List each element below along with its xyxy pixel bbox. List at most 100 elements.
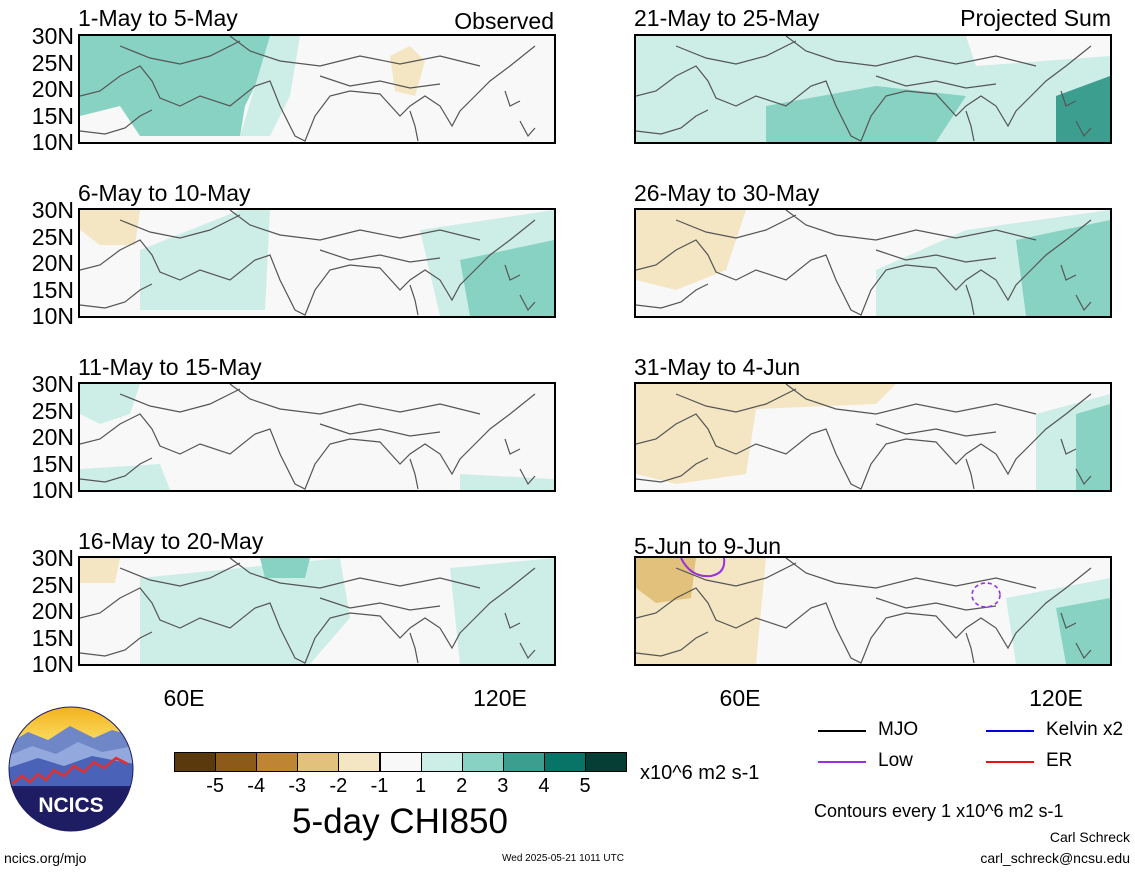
coastline (636, 384, 1092, 490)
logo-text: NCICS (38, 794, 103, 817)
colorbar-swatch (215, 752, 258, 772)
lat-label: 15N (31, 102, 74, 129)
colorbar-tick: -2 (329, 775, 348, 797)
footer-author: Carl Schreck (1049, 829, 1130, 845)
colorbar-tick: 5 (579, 775, 591, 797)
coastline (636, 558, 1092, 664)
colorbar-tick: 2 (456, 775, 468, 797)
contours-note: Contours every 1 x10^6 m2 s-1 (814, 801, 1064, 821)
lat-label: 10N (31, 651, 74, 677)
panel-title: 1-May to 5-May (78, 5, 238, 31)
colorbar-swatch (502, 752, 545, 772)
map-panel (634, 208, 1112, 318)
lat-label: 25N (31, 571, 74, 598)
coastline (80, 558, 536, 664)
observed-label: Observed (454, 8, 554, 34)
colorbar-swatch (256, 752, 299, 772)
lon-label: 60E (719, 685, 761, 711)
lat-label: 30N (31, 23, 74, 49)
map-panel (634, 556, 1112, 666)
panel-title: 11-May to 15-May (78, 354, 262, 380)
map-panel (78, 556, 556, 666)
colorbar-swatch (420, 752, 463, 772)
colorbar-units: x10^6 m2 s-1 (640, 762, 760, 784)
lat-label: 15N (31, 276, 74, 303)
lat-label: 30N (31, 545, 74, 571)
anomaly-region (1056, 76, 1110, 142)
lat-label: 15N (31, 450, 74, 477)
colorbar-swatch (461, 752, 504, 772)
colorbar-swatch (379, 752, 422, 772)
ncics-logo: NCICS (8, 706, 134, 832)
colorbar-tick: -4 (247, 775, 266, 797)
lat-label: 25N (31, 223, 74, 250)
panel-title: 26-May to 30-May (634, 180, 820, 206)
lat-label: 30N (31, 197, 74, 223)
legend-kelvin: Kelvin x2 (1046, 719, 1124, 740)
anomaly-region (450, 558, 554, 664)
lat-label: 20N (31, 424, 74, 450)
anomaly-region (80, 210, 140, 245)
lat-label: 25N (31, 49, 74, 76)
anomaly-region (80, 464, 170, 490)
colorbar-swatch (585, 752, 628, 772)
lat-label: 10N (31, 303, 74, 329)
footer-timestamp: Wed 2025-05-21 1011 UTC (502, 853, 624, 864)
lat-label: 30N (31, 371, 74, 397)
anomaly-region (636, 558, 696, 603)
colorbar-tick: 4 (538, 775, 550, 797)
anomaly-region (1076, 404, 1110, 490)
panel-title: 6-May to 10-May (78, 180, 251, 206)
panel-title: 16-May to 20-May (78, 528, 264, 554)
lat-label: 20N (31, 598, 74, 624)
colorbar-swatch (174, 752, 217, 772)
legend-kelvin-line (986, 730, 1034, 732)
legend-mjo-line (818, 730, 866, 732)
coastline (80, 36, 536, 142)
colorbar-swatch (338, 752, 381, 772)
colorbar-swatch (297, 752, 340, 772)
anomaly-region (636, 210, 746, 290)
colorbar-tick: -3 (288, 775, 307, 797)
legend-low-line (818, 761, 866, 763)
colorbar-swatch (543, 752, 586, 772)
lat-label: 20N (31, 250, 74, 276)
anomaly-region (140, 558, 350, 664)
anomaly-region (240, 36, 300, 136)
anomaly-region (460, 474, 554, 490)
anomaly-region (966, 36, 1110, 66)
lat-label: 10N (31, 477, 74, 503)
lon-label: 120E (1029, 685, 1083, 711)
colorbar-tick: -5 (206, 775, 224, 797)
anomaly-region (80, 558, 120, 583)
map-panel (634, 382, 1112, 492)
panel-title: 31-May to 4-Jun (634, 354, 801, 380)
legend-er: ER (1046, 750, 1073, 771)
lon-label: 120E (473, 685, 527, 711)
coastline (80, 210, 536, 316)
anomaly-region (390, 46, 425, 96)
legend-mjo: MJO (878, 719, 919, 740)
anomaly-region (460, 240, 554, 316)
lon-label: 60E (163, 685, 205, 711)
legend-low: Low (878, 750, 913, 771)
anomaly-region (766, 86, 966, 142)
anomaly-region (1016, 220, 1110, 316)
map-panel (78, 34, 556, 144)
lat-label: 20N (31, 76, 74, 102)
lat-label: 10N (31, 129, 74, 155)
low-contour-dashed (971, 582, 1001, 608)
colorbar-tick: 3 (497, 775, 509, 797)
anomaly-region (80, 384, 140, 424)
panel-title: 21-May to 25-May (634, 5, 820, 31)
colorbar-tick: 1 (415, 775, 427, 797)
coastline (636, 36, 1092, 142)
low-contour (680, 558, 726, 578)
legend-er-line (986, 761, 1034, 763)
anomaly-region (636, 384, 896, 484)
footer-url: ncics.org/mjo (4, 850, 87, 866)
map-panel (634, 34, 1112, 144)
projected-sum-label: Projected Sum (960, 5, 1111, 31)
lat-label: 25N (31, 397, 74, 424)
anomaly-region (80, 36, 270, 136)
